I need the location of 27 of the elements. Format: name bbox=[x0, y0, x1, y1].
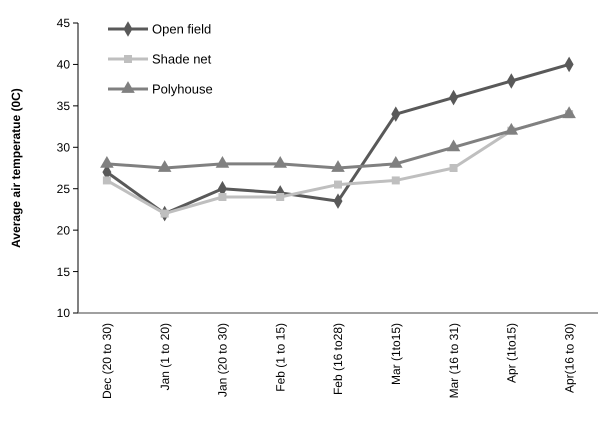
y-tick-label: 40 bbox=[56, 58, 70, 72]
y-tick-label: 10 bbox=[56, 306, 70, 320]
x-tick-label: Mar (16 to 31) bbox=[446, 323, 461, 398]
y-axis-title: Average air temperatue (0C) bbox=[9, 88, 23, 248]
point bbox=[392, 176, 400, 184]
y-tick-label: 30 bbox=[56, 140, 70, 154]
y-tick-label: 20 bbox=[56, 223, 70, 238]
x-tick-label: Feb (16 to28) bbox=[331, 323, 346, 396]
point bbox=[276, 193, 284, 201]
legend-label: Shade net bbox=[152, 52, 212, 67]
x-tick-label: Jan (20 to 30) bbox=[216, 323, 230, 398]
x-tick-label: Dec (20 to 30) bbox=[100, 323, 114, 400]
x-tick-label: Apr(16 to 30) bbox=[562, 323, 576, 394]
x-tick-label: Jan (1 to 20) bbox=[158, 323, 172, 390]
point bbox=[334, 180, 342, 189]
legend-label: Polyhouse bbox=[152, 82, 213, 97]
point bbox=[450, 164, 458, 172]
x-tick-label: Mar (1to15) bbox=[388, 323, 403, 386]
y-tick-label: 45 bbox=[56, 16, 70, 30]
x-tick-label: Apr (1to15) bbox=[504, 323, 519, 384]
y-tick-label: 15 bbox=[56, 264, 70, 279]
y-tick-label: 25 bbox=[56, 182, 70, 196]
point bbox=[218, 193, 226, 201]
point bbox=[102, 176, 111, 184]
y-tick-label: 35 bbox=[56, 99, 70, 114]
x-tick-label: Feb (1 to 15) bbox=[273, 323, 288, 392]
legend-label: Open field bbox=[152, 22, 212, 37]
